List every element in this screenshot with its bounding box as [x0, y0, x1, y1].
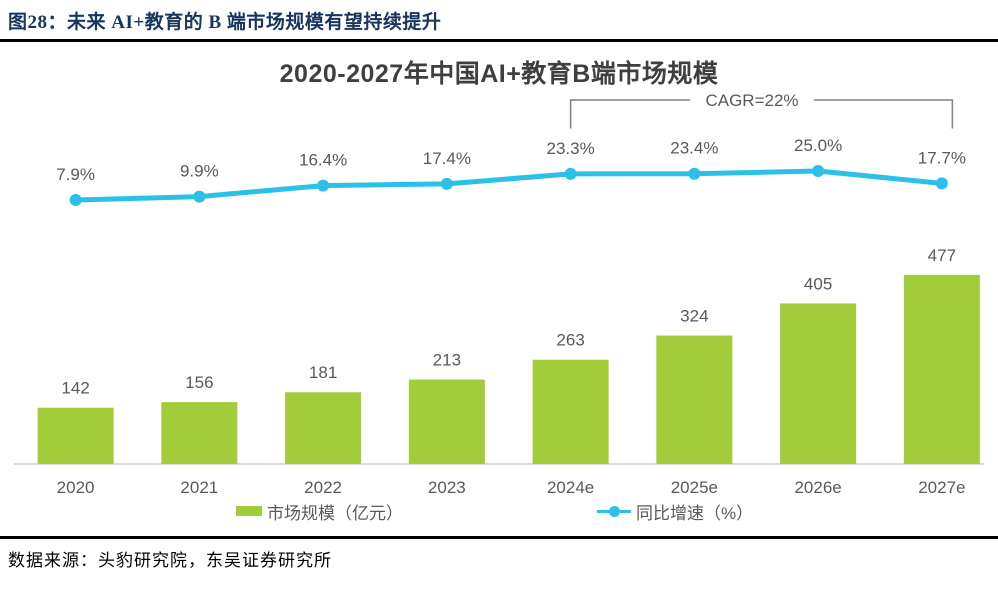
x-axis-label: 2026e [794, 478, 841, 497]
line-value-label: 23.3% [546, 139, 594, 158]
cagr-annotation: CAGR=22% [705, 91, 799, 110]
bottom-divider [0, 536, 998, 539]
line-point-2022 [317, 179, 330, 192]
figure-caption: 图28：未来 AI+教育的 B 端市场规模有望持续提升 [8, 12, 442, 33]
x-axis-label: 2020 [57, 478, 95, 497]
bar-2021 [161, 402, 238, 464]
bar-value-label: 263 [556, 331, 584, 350]
x-axis-label: 2021 [180, 478, 218, 497]
bar-series-swatch-icon [236, 506, 262, 516]
bar-value-label: 324 [680, 307, 708, 326]
line-value-label: 17.4% [423, 149, 471, 168]
bar-2024e [532, 359, 609, 464]
bar-2020 [37, 407, 114, 464]
line-point-2021 [193, 190, 206, 203]
growth-line [73, 168, 945, 203]
line-value-label: 7.9% [56, 165, 95, 184]
bar-2022 [285, 392, 362, 464]
bar-value-label: 142 [61, 379, 89, 398]
legend-label-market-size: 市场规模（亿元） [267, 503, 403, 523]
line-point-2023 [440, 177, 453, 190]
line-series-swatch-icon [597, 505, 631, 517]
bar-2027e [903, 274, 980, 464]
line-point-2024e [564, 167, 577, 180]
x-axis-label: 2025e [671, 478, 718, 497]
x-axis-label: 2023 [428, 478, 466, 497]
bar-value-label: 405 [804, 274, 832, 293]
legend-item-growth-rate: 同比增速（%） [597, 501, 754, 523]
bar-2023 [408, 379, 485, 464]
bar-2025e [656, 335, 733, 464]
legend-label-growth-rate: 同比增速（%） [636, 503, 754, 523]
line-value-label: 16.4% [299, 151, 347, 170]
data-source: 数据来源：头豹研究院，东吴证券研究所 [8, 551, 332, 570]
line-point-2026e [812, 165, 825, 177]
bar-value-label: 156 [185, 373, 213, 392]
line-value-label: 9.9% [180, 162, 219, 181]
cagr-bracket [569, 99, 954, 129]
line-point-2025e [688, 167, 701, 180]
line-value-label: 25.0% [794, 136, 842, 155]
bar-value-label: 181 [309, 363, 337, 382]
legend-item-market-size: 市场规模（亿元） [236, 501, 403, 523]
line-point-2027e [935, 177, 948, 190]
bar-value-label: 477 [928, 246, 956, 265]
top-divider [0, 39, 998, 42]
chart-title: 2020-2027年中国AI+教育B端市场规模 [279, 60, 719, 88]
bar-2026e [780, 303, 857, 464]
line-point-2020 [69, 194, 82, 207]
bar-value-label: 213 [433, 351, 461, 370]
x-axis-label: 2024e [547, 478, 594, 497]
line-value-label: 17.7% [918, 148, 966, 167]
x-axis-label: 2027e [918, 478, 965, 497]
x-axis-label: 2022 [304, 478, 342, 497]
line-value-label: 23.4% [670, 139, 718, 158]
